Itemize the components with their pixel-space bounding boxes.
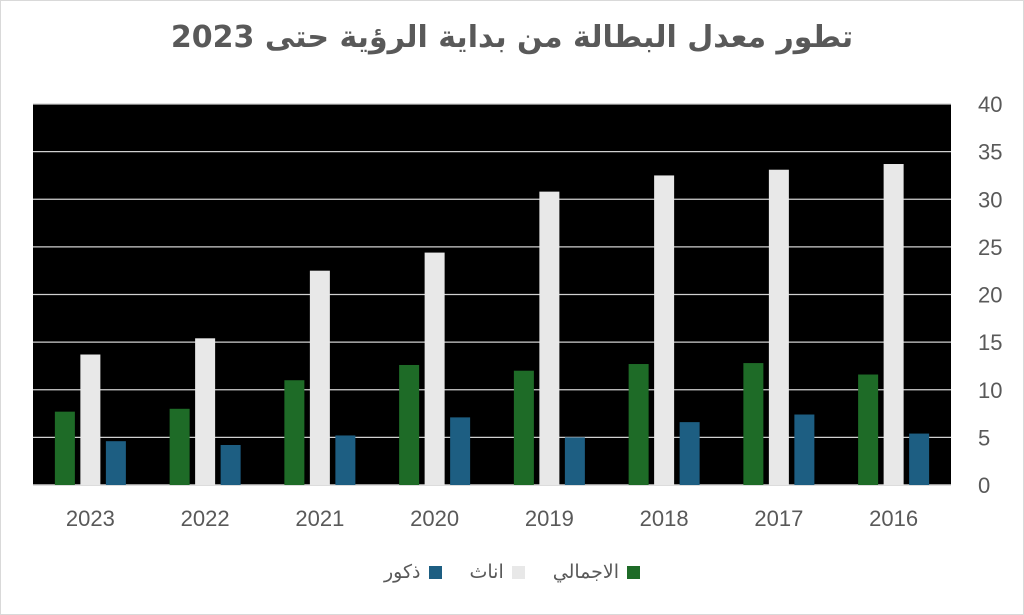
legend-swatch [511,565,525,579]
bar-2023-2 [80,354,101,485]
y-tick-label: 5 [978,425,990,450]
x-tick-label: 2016 [869,506,918,531]
legend-label: الاجمالي [552,561,620,583]
y-tick-label: 35 [978,140,1002,165]
x-tick-label: 2020 [410,506,459,531]
bar-2020-3 [450,417,471,485]
bar-2019-3 [564,437,585,485]
bars [54,164,930,485]
y-tick-label: 0 [978,473,990,498]
legend-label: ذكور [384,561,421,583]
y-tick-label: 20 [978,283,1002,308]
bar-2023-3 [105,441,126,485]
chart-title: تطور معدل البطالة من بداية الرؤية حتى 20… [170,20,854,55]
x-tick-label: 2023 [66,506,115,531]
bar-2023-1 [54,411,75,485]
legend-swatch [627,565,641,579]
bar-2021-2 [309,270,330,485]
legend: الاجمالي اناث ذكور [0,557,1024,587]
x-axis-ticks: 2023 2022 2021 2020 2019 2018 2017 2016 [66,506,918,531]
bar-2022-1 [169,408,190,485]
bar-2020-2 [424,252,445,485]
legend-item: الاجمالي [552,561,641,583]
bar-2016-3 [909,433,930,485]
bar-2017-3 [794,414,815,485]
y-tick-label: 40 [978,92,1002,117]
bar-2020-1 [399,364,420,485]
legend-item: ذكور [384,561,442,583]
bar-2022-3 [220,444,241,485]
legend-swatch [428,565,442,579]
x-tick-label: 2022 [181,506,230,531]
bar-2018-2 [654,175,675,485]
legend-item: اناث [470,561,525,583]
bar-2021-1 [284,380,305,485]
legend-label: اناث [469,561,504,583]
bar-2017-2 [768,169,789,485]
bar-2019-1 [513,370,534,485]
bar-2019-2 [539,191,560,485]
y-axis-ticks: 0 5 10 15 20 25 30 35 40 [978,92,1002,498]
y-tick-label: 30 [978,187,1002,212]
bar-2022-2 [195,338,216,485]
x-tick-label: 2018 [640,506,689,531]
y-tick-label: 10 [978,378,1002,403]
bar-2018-1 [628,364,649,485]
y-tick-label: 15 [978,330,1002,355]
bar-2017-1 [743,363,764,485]
x-tick-label: 2017 [754,506,803,531]
x-tick-label: 2019 [525,506,574,531]
bar-2016-1 [858,374,879,485]
y-tick-label: 25 [978,235,1002,260]
bar-2021-3 [335,435,356,485]
bar-2018-3 [679,422,700,485]
x-tick-label: 2021 [295,506,344,531]
bar-2016-2 [883,164,904,485]
